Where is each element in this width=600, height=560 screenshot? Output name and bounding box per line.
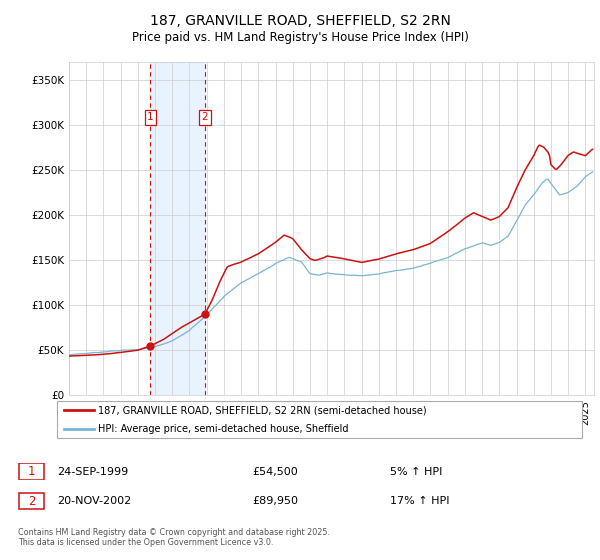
Text: 20-NOV-2002: 20-NOV-2002 — [57, 496, 131, 506]
Text: HPI: Average price, semi-detached house, Sheffield: HPI: Average price, semi-detached house,… — [98, 424, 349, 433]
Text: Contains HM Land Registry data © Crown copyright and database right 2025.
This d: Contains HM Land Registry data © Crown c… — [18, 528, 330, 547]
Text: 17% ↑ HPI: 17% ↑ HPI — [390, 496, 449, 506]
Text: 2: 2 — [28, 494, 35, 508]
Text: £54,500: £54,500 — [252, 466, 298, 477]
Bar — [151, 62, 205, 395]
Text: 187, GRANVILLE ROAD, SHEFFIELD, S2 2RN: 187, GRANVILLE ROAD, SHEFFIELD, S2 2RN — [149, 14, 451, 28]
Text: 1: 1 — [147, 113, 154, 123]
Text: Price paid vs. HM Land Registry's House Price Index (HPI): Price paid vs. HM Land Registry's House … — [131, 31, 469, 44]
Text: 2: 2 — [202, 113, 208, 123]
FancyBboxPatch shape — [19, 464, 44, 479]
FancyBboxPatch shape — [19, 493, 44, 509]
Text: 1: 1 — [28, 465, 35, 478]
Text: 187, GRANVILLE ROAD, SHEFFIELD, S2 2RN (semi-detached house): 187, GRANVILLE ROAD, SHEFFIELD, S2 2RN (… — [98, 405, 427, 415]
FancyBboxPatch shape — [56, 401, 583, 438]
Text: 5% ↑ HPI: 5% ↑ HPI — [390, 466, 442, 477]
Text: 24-SEP-1999: 24-SEP-1999 — [57, 466, 128, 477]
Text: £89,950: £89,950 — [252, 496, 298, 506]
